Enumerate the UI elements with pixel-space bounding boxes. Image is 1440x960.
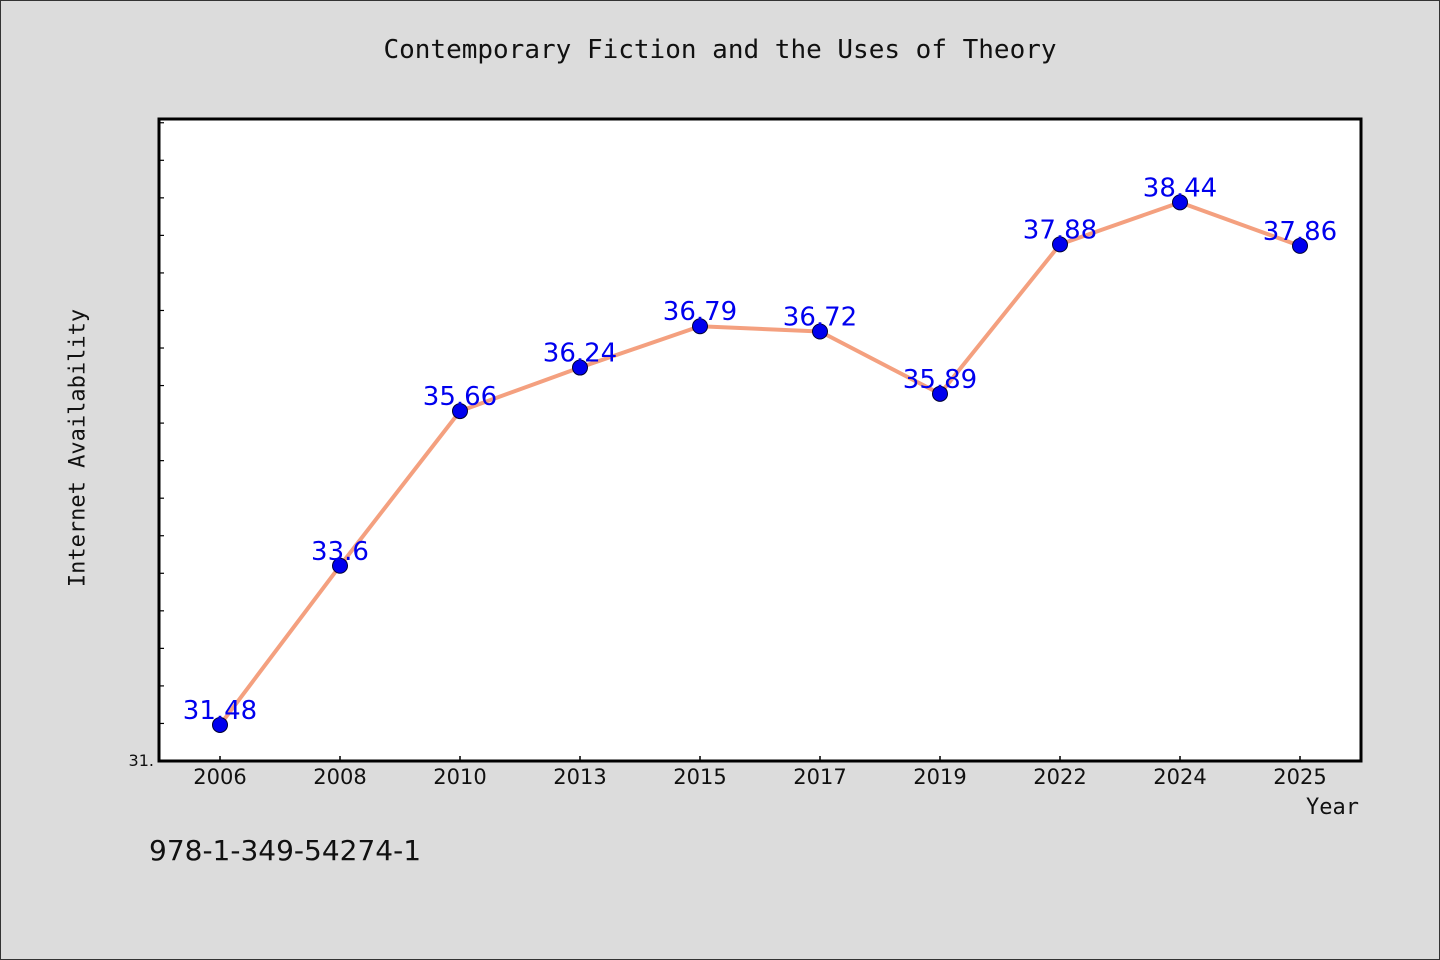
data-label: 36.72 <box>783 302 857 332</box>
x-tick-label: 2010 <box>433 765 486 789</box>
x-tick-label: 2019 <box>913 765 966 789</box>
data-point <box>812 323 828 340</box>
data-label: 37.88 <box>1023 215 1097 245</box>
isbn-footnote: 978-1-349-54274-1 <box>149 834 422 867</box>
x-tick-label: 2008 <box>313 765 366 789</box>
chart-title: Contemporary Fiction and the Uses of The… <box>383 35 1057 65</box>
x-tick-label: 2006 <box>193 765 246 789</box>
data-point <box>932 385 948 402</box>
x-tick-label: 2025 <box>1273 765 1326 789</box>
data-label: 35.66 <box>423 382 497 412</box>
data-point <box>452 403 468 420</box>
data-point <box>572 359 588 376</box>
data-label: 33.6 <box>311 537 369 567</box>
data-label: 35.89 <box>903 365 977 395</box>
data-point <box>1172 194 1188 211</box>
data-markers <box>212 194 1308 733</box>
x-axis-label: Year <box>1306 795 1359 820</box>
x-tick-label: 2017 <box>793 765 846 789</box>
data-point <box>1052 236 1068 253</box>
data-label: 38.44 <box>1143 173 1217 203</box>
data-point <box>1292 237 1308 254</box>
data-label: 36.24 <box>543 339 617 369</box>
series-line <box>218 200 1301 727</box>
x-axis-ticks: 2006 2008 2010 2013 2015 2017 2019 2022 2024 2025 <box>193 756 1327 789</box>
x-tick-label: 2013 <box>553 765 606 789</box>
data-labels: 31.48 33.6 35.66 36.24 36.79 36.72 35.89 37.88 3… <box>183 173 1337 726</box>
y-axis-ticks <box>159 122 164 762</box>
data-point <box>332 557 348 574</box>
data-label: 36.79 <box>663 297 737 327</box>
x-tick-label: 2022 <box>1033 765 1086 789</box>
x-tick-label: 2024 <box>1153 765 1206 789</box>
data-point <box>212 716 228 733</box>
data-point <box>692 318 708 335</box>
plot-area <box>157 117 1363 763</box>
data-label: 31.48 <box>183 696 257 726</box>
x-tick-label: 2015 <box>673 765 726 789</box>
data-label: 37.86 <box>1263 217 1337 247</box>
y-tick-label: 31. <box>129 751 154 770</box>
